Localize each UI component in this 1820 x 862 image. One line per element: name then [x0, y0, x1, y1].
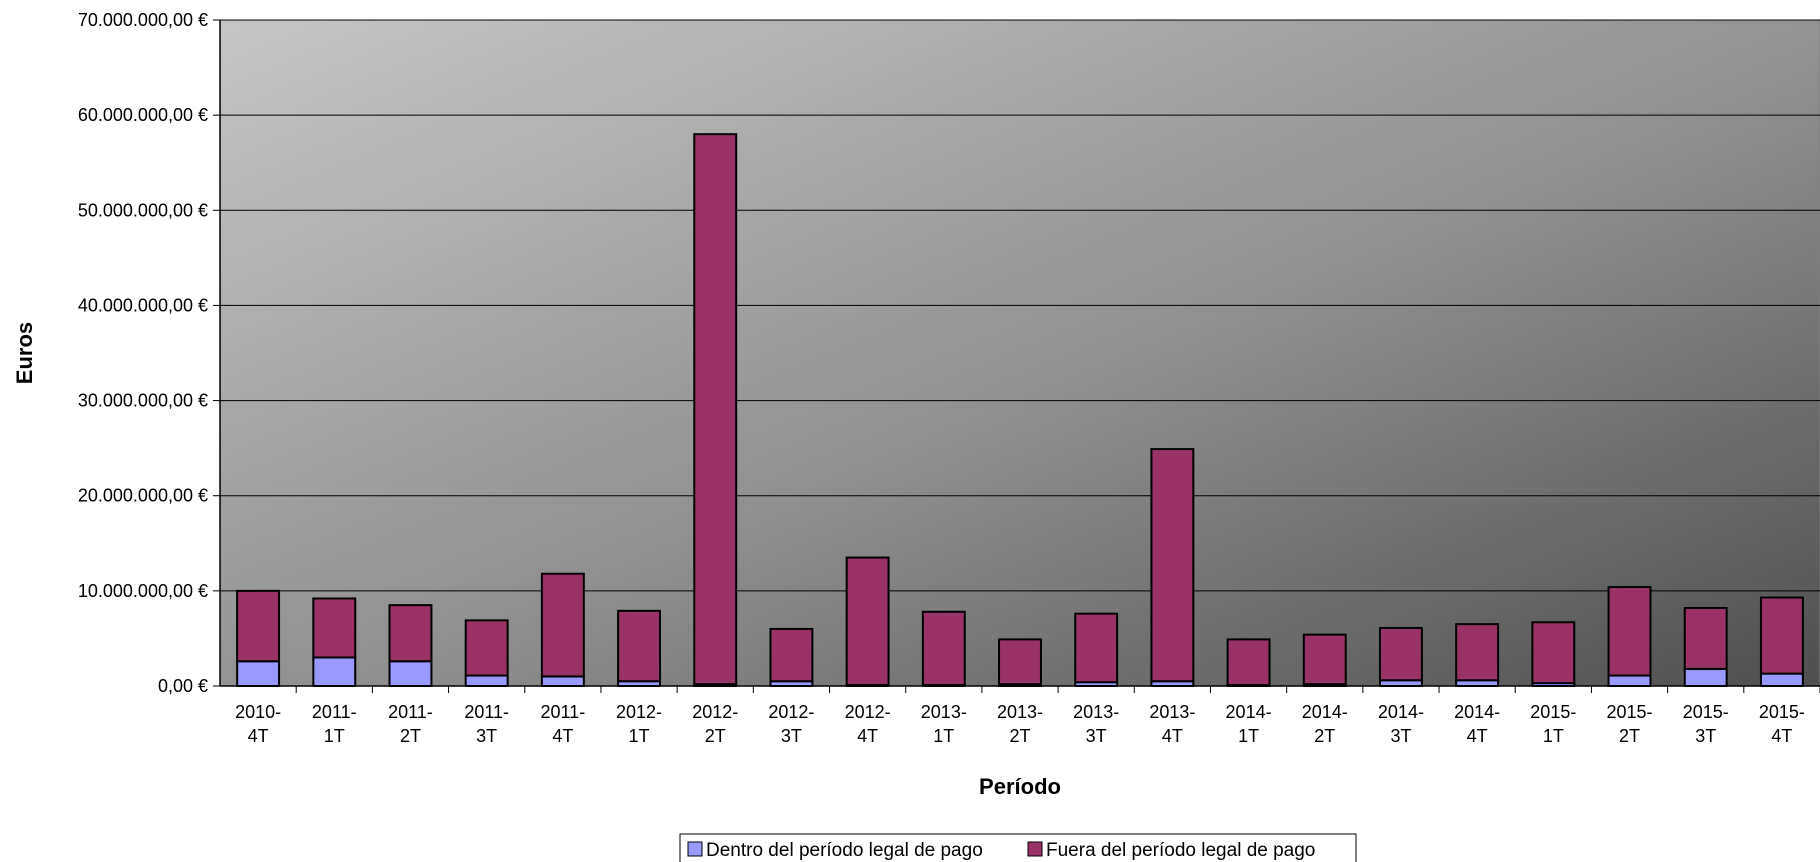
y-tick-label: 60.000.000,00 € — [78, 105, 208, 125]
x-tick-label-year: 2012- — [692, 702, 738, 722]
bar-fuera — [1302, 633, 1347, 686]
bar-fuera — [236, 589, 281, 663]
bar-fuera — [998, 638, 1042, 686]
x-tick-label-year: 2013- — [921, 702, 967, 722]
y-tick-label: 50.000.000,00 € — [78, 200, 208, 220]
x-tick-label-quarter: 1T — [1238, 726, 1259, 746]
bar-dentro — [388, 660, 433, 688]
y-tick-label: 30.000.000,00 € — [78, 391, 208, 411]
legend-box — [679, 833, 1357, 862]
x-tick-label-year: 2011- — [464, 702, 509, 722]
bar-fuera — [1150, 448, 1195, 683]
x-tick-label-year: 2010- — [235, 702, 281, 722]
x-tick-label-year: 2013- — [1073, 702, 1119, 722]
axes — [213, 19, 1820, 693]
bar-fuera — [845, 556, 890, 687]
x-tick-label-quarter: 2T — [1009, 726, 1030, 746]
bar-fuera — [1379, 626, 1423, 682]
x-tick-label-quarter: 1T — [933, 726, 954, 746]
bar-fuera — [1683, 606, 1728, 670]
y-tick-label: 20.000.000,00 € — [78, 486, 208, 506]
bar-dentro — [1759, 672, 1804, 687]
x-tick-label-year: 2013- — [1149, 702, 1195, 722]
legend-label-dentro: Dentro del período legal de pago — [706, 840, 983, 861]
legend: Dentro del período legal de pago Fuera d… — [679, 833, 1357, 862]
x-tick-label-quarter: 1T — [324, 726, 345, 746]
bar-fuera — [1226, 638, 1271, 687]
y-tick-label: 10.000.000,00 € — [78, 581, 208, 601]
y-tick-label: 0,00 € — [158, 676, 208, 696]
y-tick-label: 40.000.000,00 € — [78, 295, 208, 315]
x-tick-label-quarter: 4T — [1467, 726, 1488, 746]
bar-fuera — [921, 610, 966, 687]
x-tick-label-quarter: 1T — [1543, 726, 1564, 746]
y-axis-tick-labels: 0,00 € 10.000.000,00 € 20.000.000,00 € 30.0… — [78, 10, 208, 696]
bar-fuera — [1759, 596, 1804, 675]
bar-fuera — [1074, 612, 1119, 684]
x-tick-label-year: 2015- — [1607, 702, 1653, 722]
x-tick-label-year: 2011- — [388, 702, 433, 722]
x-tick-label-year: 2013- — [997, 702, 1043, 722]
bar-dentro — [236, 660, 281, 688]
legend-label-fuera: Fuera del período legal de pago — [1046, 840, 1315, 861]
bar-fuera — [464, 619, 509, 677]
bar-fuera — [388, 604, 433, 663]
x-tick-label-year: 2015- — [1759, 702, 1805, 722]
x-tick-label-quarter: 4T — [1162, 726, 1183, 746]
x-tick-label-year: 2011- — [312, 702, 357, 722]
bar-fuera — [769, 627, 814, 683]
x-tick-label-year: 2014- — [1378, 702, 1424, 722]
bar-fuera — [617, 609, 661, 683]
bar-fuera — [693, 133, 738, 686]
bars — [236, 133, 1804, 688]
x-tick-label-quarter: 1T — [629, 726, 650, 746]
x-tick-label-quarter: 3T — [1695, 726, 1716, 746]
bar-dentro — [312, 656, 357, 688]
x-tick-label-year: 2011- — [541, 702, 586, 722]
bar-dentro — [1607, 674, 1652, 688]
x-tick-label-year: 2012- — [616, 702, 662, 722]
x-tick-label-year: 2014- — [1302, 702, 1348, 722]
x-tick-label-quarter: 4T — [552, 726, 573, 746]
x-tick-label-quarter: 2T — [1619, 726, 1640, 746]
bar-dentro — [1683, 667, 1728, 687]
x-tick-label-quarter: 4T — [248, 726, 269, 746]
bar-dentro — [464, 674, 509, 688]
x-tick-label-year: 2014- — [1226, 702, 1272, 722]
x-tick-label-year: 2014- — [1454, 702, 1500, 722]
bar-dentro — [540, 675, 585, 688]
x-tick-label-quarter: 2T — [1314, 726, 1335, 746]
legend-swatch-fuera — [1027, 841, 1043, 857]
x-tick-label-quarter: 2T — [400, 726, 421, 746]
x-axis-tick-labels: 2010- 4T 2011- 1T 2011- 2T 2011- 3T 2011- 4T 2012-… — [235, 702, 1805, 746]
x-tick-label-quarter: 3T — [1086, 726, 1107, 746]
gridlines — [220, 19, 1820, 592]
x-tick-label-quarter: 3T — [1390, 726, 1411, 746]
bar-fuera — [540, 572, 585, 678]
bar-fuera — [1531, 621, 1576, 685]
bar-fuera — [1607, 586, 1652, 677]
legend-swatch-dentro — [687, 841, 703, 857]
y-tick-label: 70.000.000,00 € — [78, 10, 208, 30]
x-tick-label-quarter: 3T — [781, 726, 802, 746]
x-tick-label-year: 2015- — [1530, 702, 1576, 722]
x-tick-label-year: 2015- — [1683, 702, 1729, 722]
bar-fuera — [312, 597, 357, 659]
x-tick-label-year: 2012- — [768, 702, 814, 722]
x-tick-label-quarter: 4T — [1771, 726, 1792, 746]
x-tick-label-quarter: 3T — [476, 726, 497, 746]
x-tick-label-quarter: 4T — [857, 726, 878, 746]
x-tick-label-quarter: 2T — [705, 726, 726, 746]
x-axis-title: Período — [979, 774, 1061, 799]
x-tick-label-year: 2012- — [845, 702, 891, 722]
bar-fuera — [1455, 623, 1500, 682]
plot-area — [219, 19, 1820, 687]
y-axis-title: Euros — [12, 322, 37, 384]
